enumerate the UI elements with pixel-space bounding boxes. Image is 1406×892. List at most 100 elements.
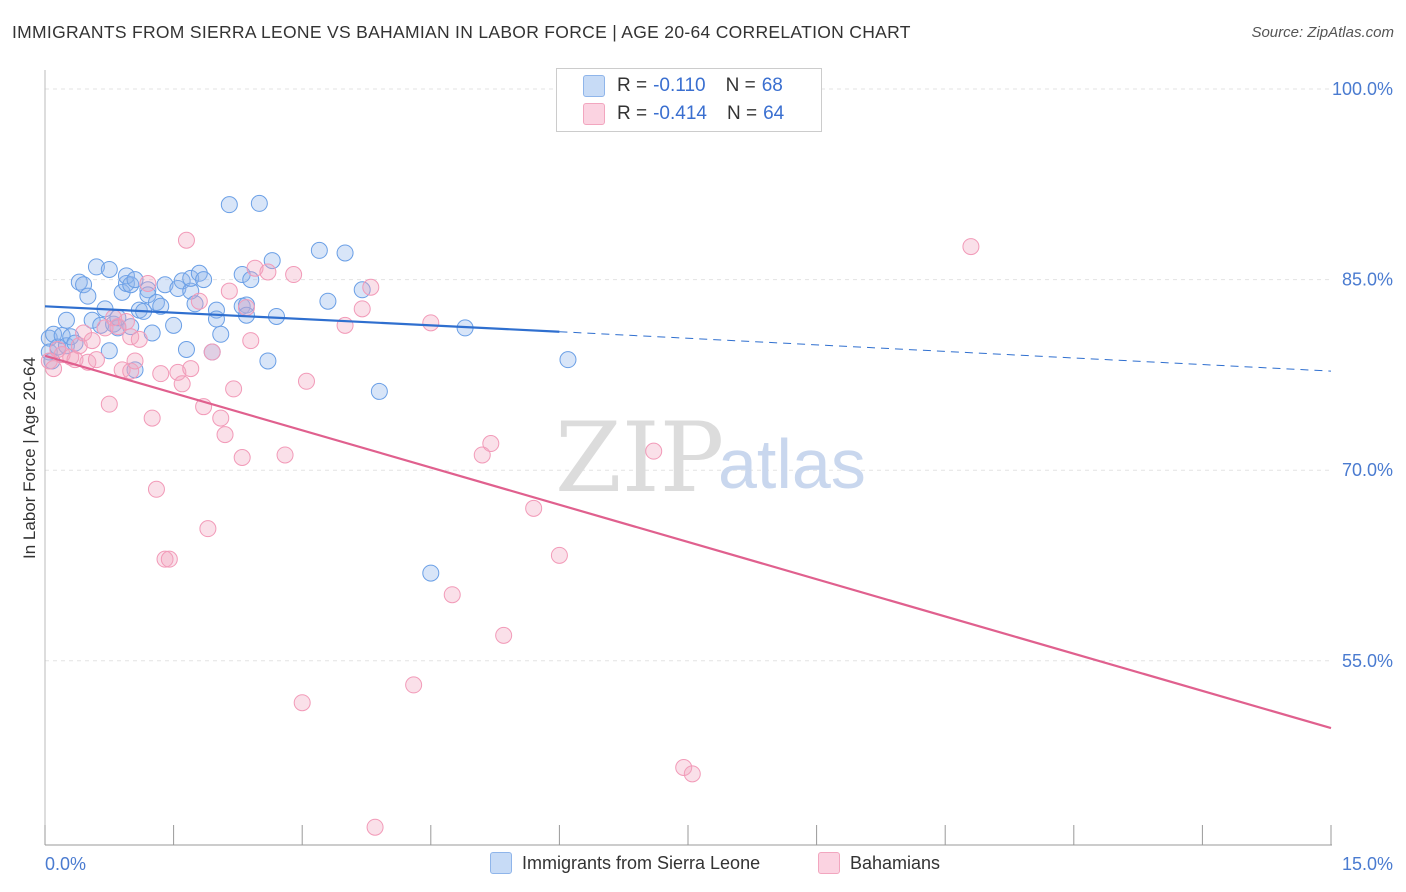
bottom-legend-bahamians: Bahamians xyxy=(818,852,940,874)
point-bahamians xyxy=(525,499,543,517)
point-bahamians xyxy=(405,676,423,694)
point-bahamians xyxy=(139,274,157,292)
point-sierra-leone xyxy=(422,564,440,582)
point-bahamians xyxy=(233,449,251,466)
point-bahamians xyxy=(259,263,277,281)
bottom-legend-label: Bahamians xyxy=(850,852,941,873)
point-bahamians xyxy=(683,765,701,783)
point-bahamians xyxy=(100,395,118,413)
bottom-legend-label: Immigrants from Sierra Leone xyxy=(522,852,761,873)
watermark-zip: ZIP xyxy=(555,402,724,514)
point-sierra-leone xyxy=(177,341,195,359)
point-sierra-leone xyxy=(310,241,328,259)
point-sierra-leone xyxy=(182,269,200,287)
point-bahamians xyxy=(353,300,371,318)
legend-r-value: -0.110 xyxy=(653,75,706,96)
legend-r-label: R = xyxy=(617,75,648,96)
point-sierra-leone xyxy=(370,382,388,400)
point-sierra-leone xyxy=(319,292,337,310)
point-bahamians xyxy=(152,365,170,383)
point-sierra-leone xyxy=(75,276,93,294)
point-bahamians xyxy=(70,337,88,355)
point-sierra-leone xyxy=(152,297,170,315)
point-bahamians xyxy=(550,546,568,564)
point-bahamians xyxy=(126,352,144,370)
point-sierra-leone xyxy=(126,271,144,289)
point-sierra-leone xyxy=(57,311,75,329)
point-sierra-leone xyxy=(165,316,183,334)
y-tick-label: 55.0% xyxy=(1342,651,1393,671)
stats-legend: R = -0.110 N = 68 R = -0.414 N = 64 xyxy=(556,68,822,132)
point-sierra-leone xyxy=(117,267,135,285)
point-bahamians xyxy=(216,426,234,444)
legend-r-label: R = xyxy=(617,103,648,124)
point-bahamians xyxy=(237,299,255,317)
x-tick-label-max: 15.0% xyxy=(1342,854,1393,874)
point-bahamians xyxy=(495,626,513,644)
point-bahamians xyxy=(160,550,178,568)
y-tick-label: 100.0% xyxy=(1332,79,1393,99)
legend-row-bahamians: R = -0.414 N = 64 xyxy=(557,100,784,128)
point-sierra-leone xyxy=(212,325,230,343)
point-sierra-leone xyxy=(336,244,354,262)
point-bahamians xyxy=(83,332,101,350)
chart-title: IMMIGRANTS FROM SIERRA LEONE VS BAHAMIAN… xyxy=(12,22,911,42)
point-bahamians xyxy=(422,314,440,332)
source-label: Source: ZipAtlas.com xyxy=(1251,24,1394,41)
point-bahamians xyxy=(220,282,238,300)
x-tick-label-min: 0.0% xyxy=(45,854,86,874)
point-bahamians xyxy=(87,351,105,369)
point-sierra-leone xyxy=(263,252,281,270)
point-bahamians xyxy=(156,550,174,568)
point-bahamians xyxy=(225,380,243,398)
trend-line-sierra-leone xyxy=(44,305,560,333)
point-bahamians xyxy=(473,446,491,464)
point-bahamians xyxy=(645,442,663,460)
point-bahamians xyxy=(203,343,221,361)
gridlines xyxy=(45,88,1331,662)
point-sierra-leone xyxy=(250,194,268,212)
point-sierra-leone xyxy=(559,351,577,369)
point-sierra-leone xyxy=(220,196,238,214)
point-bahamians xyxy=(246,259,264,277)
point-bahamians xyxy=(212,409,230,427)
y-tick-labels: 100.0% 85.0% 70.0% 55.0% xyxy=(1332,79,1393,671)
point-sierra-leone xyxy=(100,260,118,278)
trend-lines xyxy=(44,305,1332,730)
bottom-legend-swatch-pink xyxy=(818,852,840,874)
point-bahamians xyxy=(276,446,294,464)
point-bahamians xyxy=(169,363,187,381)
point-bahamians xyxy=(45,360,63,378)
bottom-legend-swatch-blue xyxy=(490,852,512,874)
y-tick-label: 85.0% xyxy=(1342,270,1393,290)
point-bahamians xyxy=(962,238,980,256)
point-bahamians xyxy=(173,375,191,393)
legend-n-value: 64 xyxy=(763,103,785,124)
legend-row-sierra-leone: R = -0.110 N = 68 xyxy=(557,72,783,100)
point-sierra-leone xyxy=(83,311,101,329)
point-bahamians xyxy=(182,360,200,378)
point-sierra-leone xyxy=(79,287,97,305)
point-bahamians xyxy=(293,694,311,712)
legend-r-value: -0.414 xyxy=(653,103,707,124)
trend-line-bahamians xyxy=(44,354,1332,730)
legend-swatch-pink xyxy=(583,103,605,125)
point-sierra-leone xyxy=(139,281,157,299)
trend-line-sierra-leone-extrapolated xyxy=(559,331,1332,372)
legend-n-value: 68 xyxy=(761,75,783,96)
point-sierra-leone xyxy=(156,276,174,294)
point-bahamians xyxy=(297,372,315,390)
point-bahamians xyxy=(482,435,500,453)
legend-n-label: N = xyxy=(726,103,758,124)
y-tick-label: 70.0% xyxy=(1342,460,1393,480)
data-points xyxy=(40,194,980,836)
point-sierra-leone xyxy=(100,342,118,360)
legend-n-label: N = xyxy=(725,75,756,96)
point-bahamians xyxy=(675,759,693,776)
point-sierra-leone xyxy=(87,258,105,276)
point-bahamians xyxy=(117,313,135,331)
point-bahamians xyxy=(130,330,148,348)
watermark-atlas: atlas xyxy=(718,425,866,503)
point-bahamians xyxy=(190,292,208,310)
point-bahamians xyxy=(443,586,461,604)
